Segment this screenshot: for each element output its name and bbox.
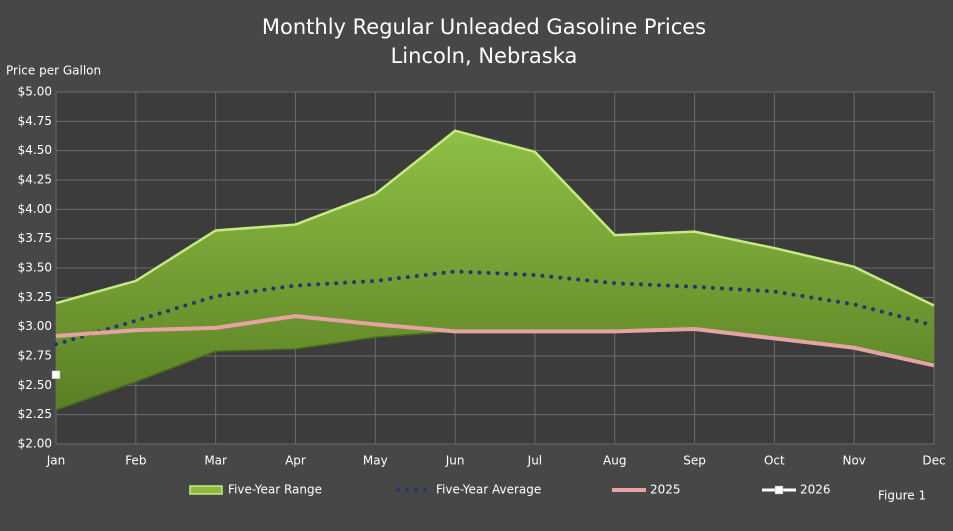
series-line (54, 269, 936, 347)
x-tick-label: Feb (125, 454, 146, 468)
y-tick-label: $5.00 (18, 85, 52, 99)
chart-title: Monthly Regular Unleaded Gasoline Prices (262, 15, 706, 39)
y-tick-label: $2.00 (18, 437, 52, 451)
y-tick-label: $3.50 (18, 261, 52, 275)
legend-swatch (189, 485, 223, 495)
y-tick-label: $3.75 (18, 231, 52, 245)
x-tick-label: Aug (603, 454, 626, 468)
x-tick-label: May (363, 454, 388, 468)
annotation: Figure 1 (878, 489, 926, 503)
legend-marker (774, 485, 784, 495)
x-tick-label: Jun (445, 454, 465, 468)
series-line (55, 314, 935, 368)
y-tick-label: $4.25 (18, 173, 52, 187)
x-tick-label: Sep (683, 454, 706, 468)
x-tick-label: Oct (764, 454, 785, 468)
y-tick-label: $4.00 (18, 202, 52, 216)
x-tick-label: Nov (842, 454, 865, 468)
legend-label: 2026 (800, 483, 831, 497)
chart-subtitle: Lincoln, Nebraska (391, 44, 578, 68)
y-tick-label: $2.25 (18, 407, 52, 421)
range-area (56, 130, 934, 410)
legend-label: 2025 (650, 483, 681, 497)
y-tick-label: $3.00 (18, 319, 52, 333)
x-tick-label: Dec (922, 454, 945, 468)
x-tick-label: Mar (204, 454, 227, 468)
point-marker (51, 370, 61, 380)
range-high-edge (55, 129, 935, 307)
legend-label: Five-Year Range (228, 483, 322, 497)
y-tick-label: $2.75 (18, 349, 52, 363)
x-tick-label: Jul (527, 454, 542, 468)
x-tick-label: Jan (46, 454, 66, 468)
legend-label: Five-Year Average (436, 483, 541, 497)
y-tick-label: $4.50 (18, 143, 52, 157)
y-tick-label: $4.75 (18, 114, 52, 128)
x-tick-label: Apr (285, 454, 306, 468)
y-axis-title: Price per Gallon (6, 64, 101, 78)
y-tick-label: $3.25 (18, 290, 52, 304)
y-tick-label: $2.50 (18, 378, 52, 392)
